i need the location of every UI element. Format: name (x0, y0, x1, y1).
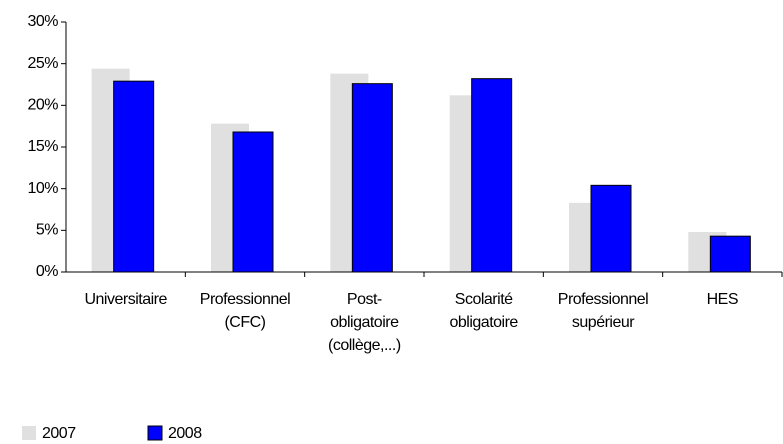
y-tick-label: 30% (27, 13, 58, 30)
x-tick-label: Scolarité (455, 291, 513, 308)
y-tick-label: 15% (27, 138, 58, 155)
x-tick-label: obligatoire (450, 314, 519, 331)
x-tick-label: HES (707, 291, 738, 308)
x-tick-label: Post- (347, 291, 382, 308)
y-tick-label: 10% (27, 180, 58, 197)
x-tick-label: (collège,...) (328, 337, 401, 354)
bar (590, 184, 632, 273)
bar (709, 235, 751, 273)
x-tick-label: supérieur (572, 314, 635, 331)
legend-swatch (147, 425, 163, 441)
x-tick-label: Professionnel (200, 291, 290, 308)
y-tick-label: 25% (27, 55, 58, 72)
x-tick-label: Professionnel (558, 291, 648, 308)
legend-swatch (22, 426, 36, 440)
y-tick-label: 20% (27, 97, 58, 114)
x-tick-label: Universitaire (84, 291, 167, 308)
x-tick-label: (CFC) (224, 314, 265, 331)
bar (232, 131, 274, 273)
legend-label: 2007 (42, 425, 76, 442)
x-tick-label: obligatoire (330, 314, 399, 331)
y-tick-label: 0% (36, 263, 58, 280)
legend-label: 2008 (168, 425, 202, 442)
bar (113, 80, 155, 273)
y-tick-label: 5% (36, 222, 58, 239)
bar (471, 78, 513, 273)
bar (351, 83, 393, 273)
